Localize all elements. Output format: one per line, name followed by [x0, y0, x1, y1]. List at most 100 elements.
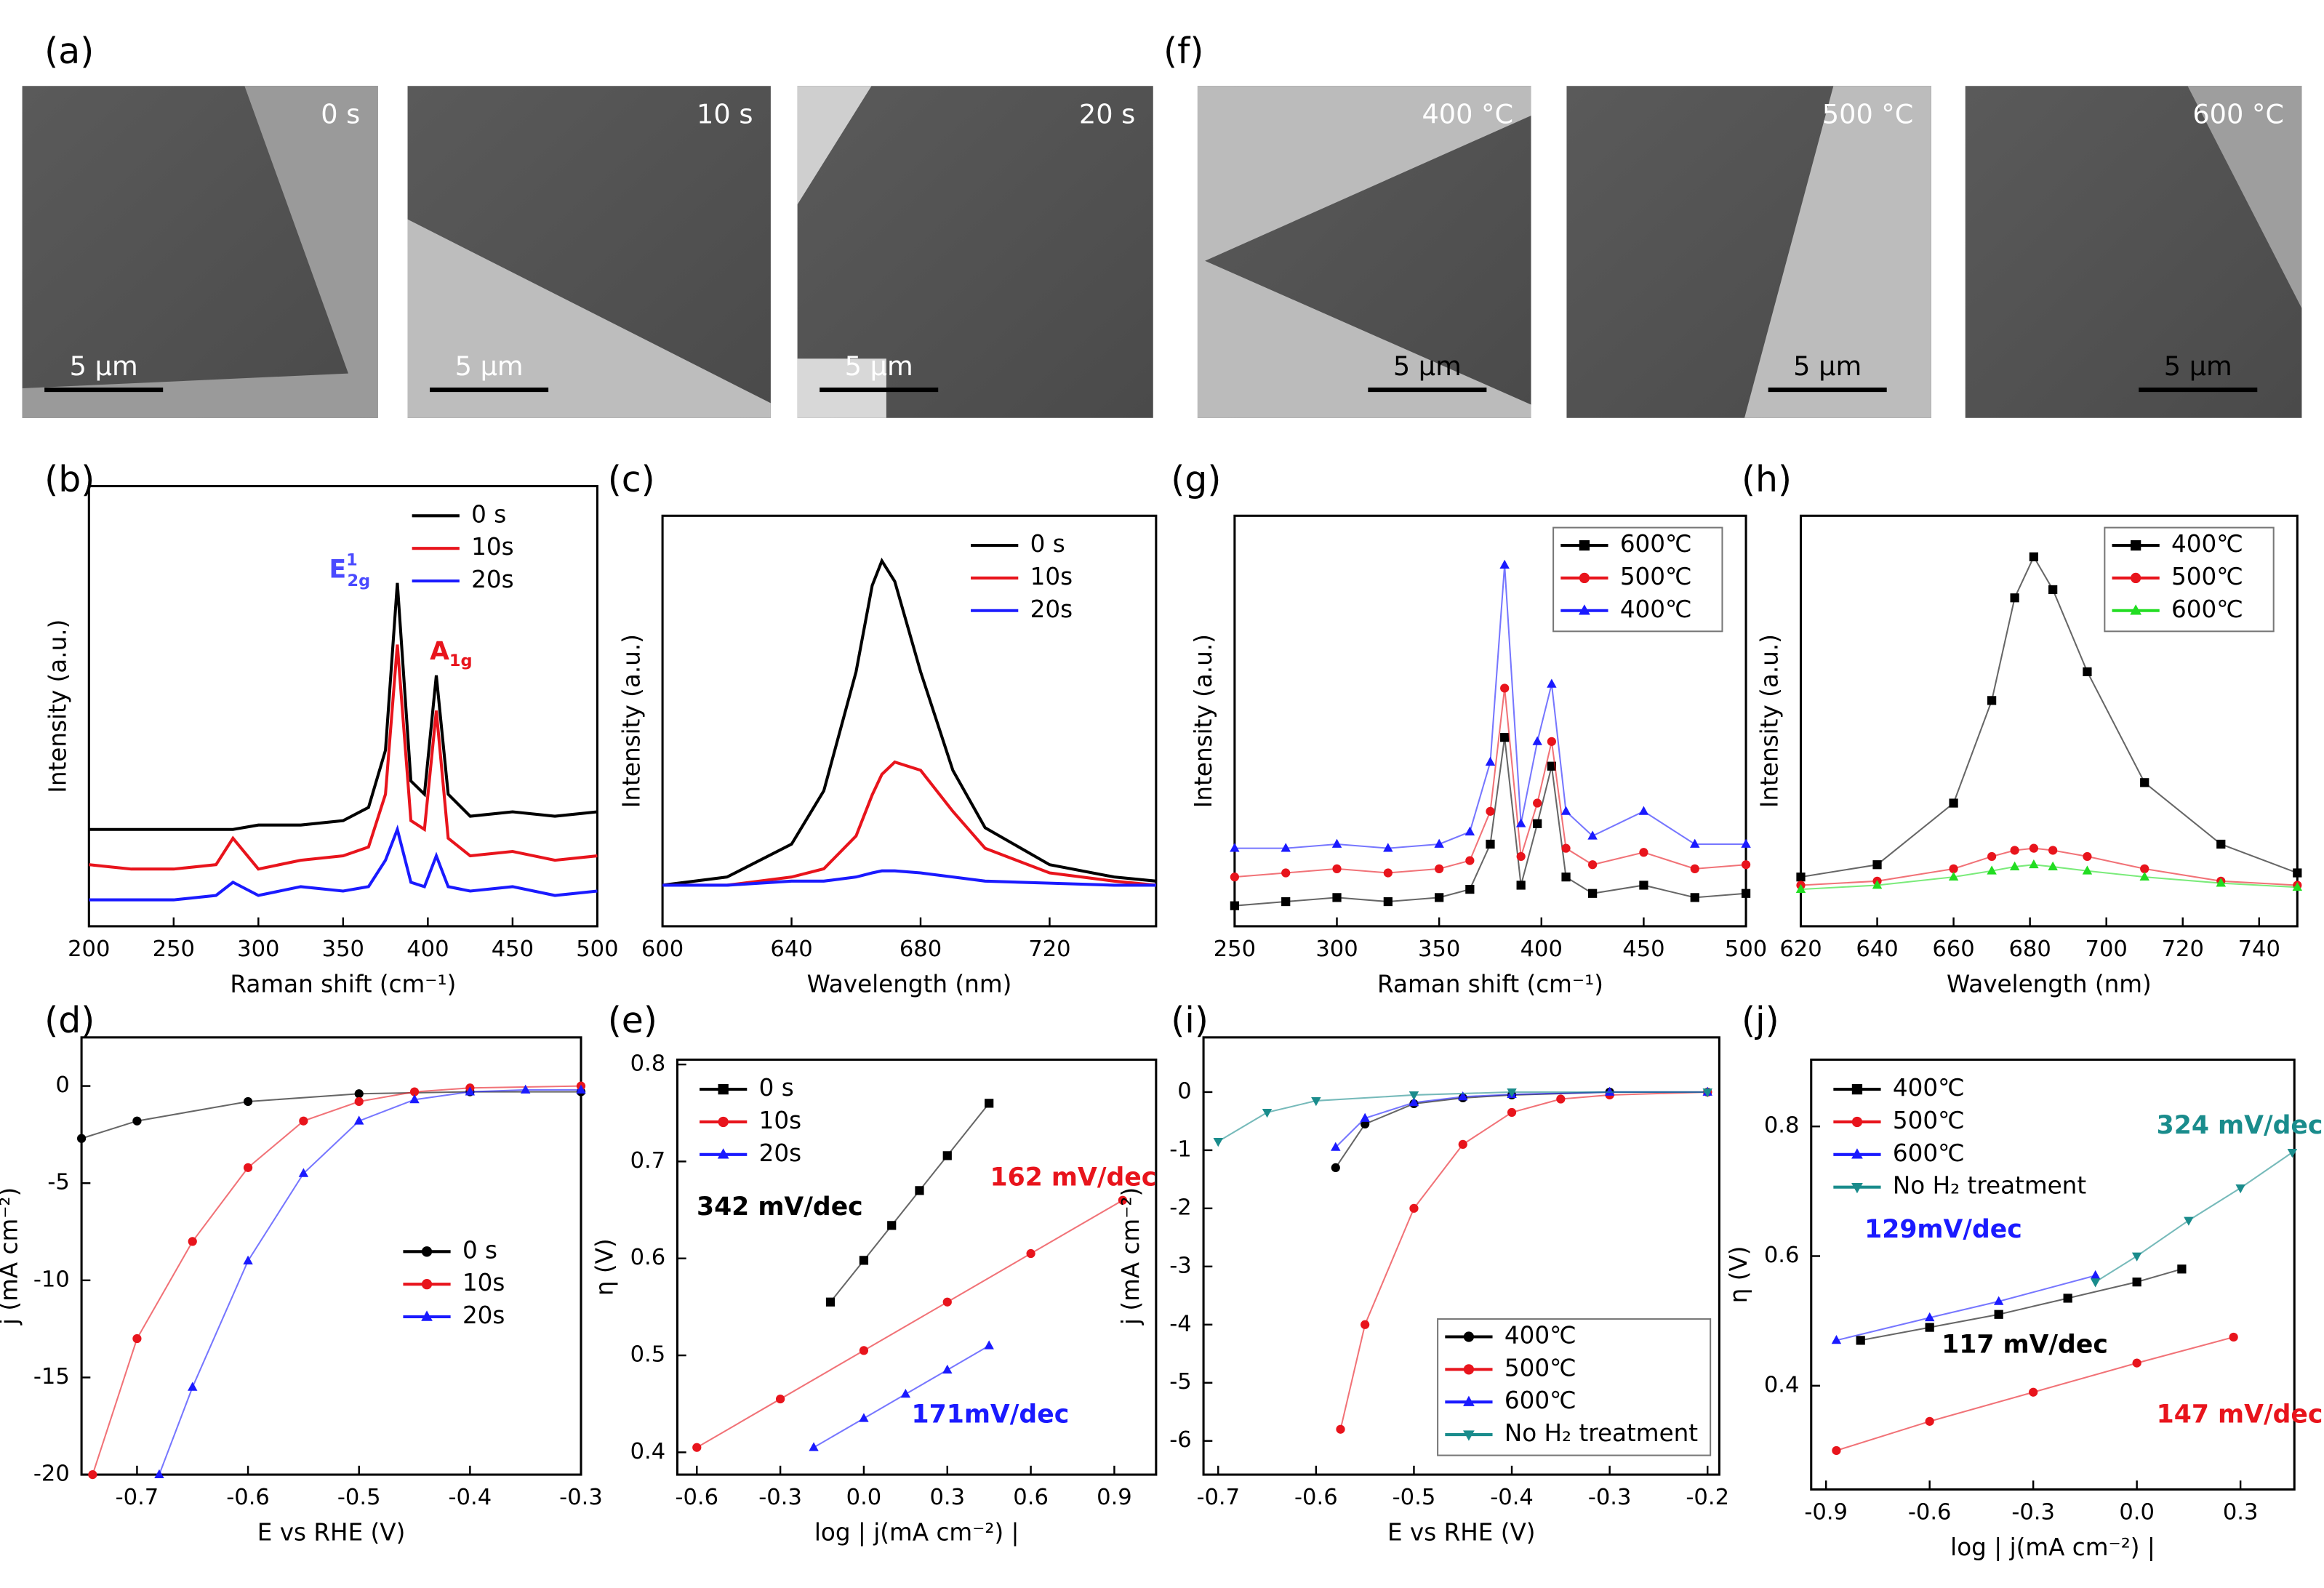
marker: [1409, 1091, 1419, 1101]
marker: [1587, 830, 1598, 840]
annotation: 147 mV/dec: [2157, 1400, 2323, 1429]
marker: [1281, 897, 1291, 907]
x-tick-label: 740: [2238, 937, 2280, 962]
marker: [1434, 838, 1444, 848]
annotation: 342 mV/dec: [697, 1192, 863, 1222]
panel-label: (d): [44, 1000, 95, 1041]
marker: [2090, 1278, 2101, 1288]
series-line: [1860, 1268, 2182, 1342]
marker: [942, 1364, 953, 1374]
marker: [1463, 1395, 1475, 1406]
marker: [1579, 572, 1590, 584]
x-tick-label: 720: [2162, 937, 2204, 962]
plot-frame: [1810, 1058, 2296, 1491]
marker: [188, 1382, 198, 1391]
marker: [1588, 889, 1598, 898]
marker: [2083, 667, 2092, 676]
image-label: 10 s: [697, 98, 753, 129]
marker: [409, 1094, 420, 1104]
marker: [2131, 540, 2141, 551]
marker: [1987, 851, 1997, 862]
marker: [1262, 1109, 1273, 1118]
series-line: [81, 1091, 582, 1139]
annotation-text: 162 mV/dec: [990, 1163, 1157, 1192]
sem-region: [22, 86, 378, 418]
x-tick-label: -0.5: [337, 1485, 381, 1510]
x-tick-label: 0.0: [846, 1485, 882, 1510]
x-tick-label: 350: [322, 937, 364, 962]
annotation-sub: 1g: [449, 651, 473, 670]
y-axis-label: j (mA cm⁻²): [0, 1187, 23, 1326]
series-line: [1217, 1091, 1708, 1142]
marker: [2029, 859, 2039, 869]
marker: [1638, 806, 1649, 815]
marker: [1331, 1163, 1340, 1173]
x-tick-label: 700: [2085, 937, 2128, 962]
marker: [2216, 878, 2226, 887]
series-line: [1335, 1091, 1708, 1148]
marker: [576, 1084, 586, 1094]
marker: [1579, 604, 1590, 615]
legend-label: No H₂ treatment: [1893, 1172, 2086, 1200]
marker: [353, 1115, 364, 1125]
marker: [717, 1148, 729, 1159]
marker: [2287, 1148, 2298, 1158]
marker: [1851, 1083, 1863, 1095]
y-tick-label: -5: [47, 1170, 69, 1195]
marker: [887, 1221, 897, 1230]
marker: [1485, 756, 1496, 766]
marker: [1579, 540, 1590, 551]
marker: [1499, 559, 1510, 569]
panel-label: (c): [608, 459, 655, 500]
marker: [421, 1279, 433, 1290]
y-tick-label: 0.6: [1764, 1243, 1800, 1268]
marker: [1556, 1094, 1566, 1104]
series-line: [830, 1102, 990, 1303]
marker: [243, 1163, 253, 1172]
marker: [1533, 798, 1542, 808]
x-tick-label: 0.0: [2119, 1500, 2155, 1525]
marker: [1639, 848, 1648, 857]
legend-label: No H₂ treatment: [1504, 1419, 1698, 1447]
x-tick-label: -0.3: [2011, 1500, 2055, 1525]
marker: [88, 1469, 97, 1480]
marker: [299, 1116, 308, 1126]
marker: [809, 1442, 819, 1451]
marker: [2140, 864, 2149, 873]
x-tick-label: -0.6: [226, 1485, 270, 1510]
marker: [2090, 1270, 2101, 1280]
scale-label: 5 μm: [1793, 350, 1862, 382]
marker: [1832, 1445, 1841, 1456]
legend-label: 10s: [1030, 563, 1073, 590]
marker: [859, 1256, 869, 1265]
marker: [2082, 865, 2093, 875]
annotation: 162 mV/dec: [990, 1163, 1157, 1192]
marker: [1872, 880, 1883, 889]
marker: [409, 1087, 420, 1096]
x-tick-label: -0.9: [1804, 1500, 1848, 1525]
x-tick-label: 0.6: [1013, 1485, 1049, 1510]
series-line: [89, 644, 598, 871]
marker: [825, 1297, 836, 1307]
marker: [1924, 1312, 1935, 1322]
marker: [1383, 897, 1393, 907]
marker: [520, 1084, 531, 1094]
marker: [2048, 846, 2058, 855]
panel-label: (e): [608, 1000, 657, 1041]
marker: [985, 1099, 994, 1108]
marker: [1515, 818, 1526, 827]
series-line: [2095, 1152, 2293, 1283]
legend-label: 0 s: [462, 1236, 497, 1264]
marker: [354, 1089, 364, 1099]
y-tick-label: 0: [55, 1072, 69, 1098]
y-tick-label: 0.4: [1764, 1372, 1800, 1397]
plot-frame: [87, 485, 598, 928]
y-tick-label: -20: [33, 1461, 70, 1487]
marker: [2293, 868, 2302, 878]
marker: [2029, 1387, 2038, 1397]
marker: [1507, 1088, 1517, 1098]
marker: [1795, 883, 1806, 893]
annotation: 324 mV/dec: [2157, 1111, 2323, 1140]
marker: [76, 1134, 87, 1143]
marker: [1311, 1097, 1321, 1107]
